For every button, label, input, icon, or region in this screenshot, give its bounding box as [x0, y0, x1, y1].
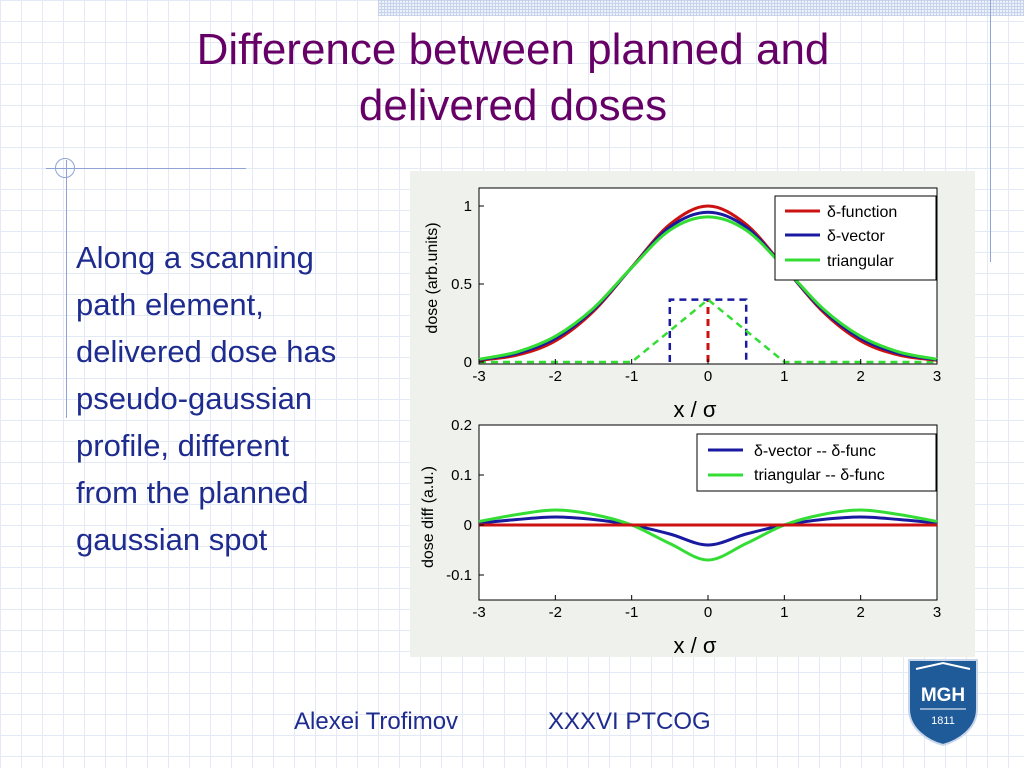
bottom-xtick-label: 3	[933, 604, 941, 621]
decorative-vertical-line	[66, 160, 67, 418]
bottom-xtick-label: 2	[856, 604, 864, 621]
legend-label-triangular-diff: triangular -- δ-func	[754, 467, 885, 484]
top-ylabel: dose (arb.units)	[424, 222, 441, 333]
bottom-legend: δ-vector -- δ-func triangular -- δ-func	[696, 433, 937, 492]
bullet-line: pseudo-gaussian	[76, 381, 313, 416]
bottom-xlabel: x / σ	[674, 633, 717, 657]
legend-label-delta-vector-diff: δ-vector -- δ-func	[754, 443, 876, 460]
top-legend: δ-function δ-vector triangular	[774, 195, 937, 281]
legend-label-delta-vector: δ-vector	[827, 228, 885, 245]
slide-title: Difference between planned and delivered…	[100, 22, 926, 134]
bottom-xtick-label: 0	[704, 604, 712, 621]
bullet-line: path element,	[76, 287, 264, 322]
bottom-xtick-label: -3	[472, 604, 485, 621]
top-xtick-label: 0	[704, 368, 712, 385]
top-series-function	[478, 204, 938, 362]
top-chart: -3 -2 -1 0 1 2 3 0 0.5 1 x / σ dose (arb.units) δ…	[424, 187, 941, 422]
top-xtick-label: 2	[856, 368, 864, 385]
top-decorative-band	[378, 0, 1024, 16]
bottom-chart: -3 -2 -1 0 1 2 3 -0.1 0 0.1 0.2 x / σ dose diff (a…	[420, 417, 941, 658]
bottom-legend-box	[696, 433, 937, 492]
decorative-horizontal-line	[46, 168, 246, 169]
bottom-series-vector-func	[478, 515, 938, 547]
bullet-text: Along a scanning path element, delivered…	[76, 234, 416, 563]
bottom-ytick-label: 0	[464, 517, 472, 534]
title-line-1: Difference between planned and	[196, 25, 830, 74]
top-ytick-label: 0.5	[451, 276, 472, 293]
top-series-vector	[478, 210, 938, 362]
bullet-line: gaussian spot	[76, 522, 268, 557]
bullet-line: profile, different	[76, 428, 290, 463]
top-xtick-label: -3	[472, 368, 485, 385]
bottom-ytick-label: 0.2	[451, 417, 472, 434]
top-xtick-label: -2	[549, 368, 562, 385]
top-ytick-label: 1	[464, 198, 472, 215]
legend-label-triangular: triangular	[827, 253, 894, 270]
bottom-series-triangular-func	[478, 508, 938, 562]
mgh-logo-icon: MGH 1811	[908, 659, 978, 747]
bullet-line: delivered dose has	[76, 334, 337, 369]
logo-year: 1811	[931, 715, 955, 727]
bottom-xtick-label: -2	[549, 604, 562, 621]
legend-label-delta-function: δ-function	[827, 204, 897, 221]
top-xlabel: x / σ	[674, 397, 717, 422]
right-decorative-line	[990, 0, 991, 262]
logo-text: MGH	[921, 685, 965, 706]
decorative-circle	[55, 158, 75, 178]
top-series-triangular	[478, 215, 938, 361]
bullet-line: Along a scanning	[76, 240, 314, 275]
charts-svg: -3 -2 -1 0 1 2 3 0 0.5 1 x / σ dose (arb.units) δ…	[420, 187, 941, 658]
figure-panel: -3 -2 -1 0 1 2 3 0 0.5 1 x / σ dose (arb.units) δ…	[410, 171, 975, 658]
profile-triangle	[479, 297, 937, 364]
bottom-chart-marks	[478, 508, 938, 562]
top-chart-ticks: -3 -2 -1 0 1 2 3 0 0.5 1	[451, 198, 941, 385]
top-xtick-label: -1	[625, 368, 638, 385]
bottom-chart-ticks: -3 -2 -1 0 1 2 3 -0.1 0 0.1 0.2	[446, 417, 941, 621]
bottom-xtick-label: -1	[625, 604, 638, 621]
top-chart-marks	[478, 204, 938, 364]
bottom-ytick-label: -0.1	[446, 567, 472, 584]
bottom-xtick-label: 1	[780, 604, 788, 621]
bottom-ylabel: dose diff (a.u.)	[420, 466, 437, 568]
top-xtick-label: 1	[780, 368, 788, 385]
footer-conference: XXXVI PTCOG	[548, 708, 711, 735]
footer-author: Alexei Trofimov	[294, 708, 459, 735]
bullet-line: from the planned	[76, 475, 309, 510]
title-line-2: delivered doses	[358, 81, 668, 130]
top-ytick-label: 0	[464, 354, 472, 371]
bottom-ytick-label: 0.1	[451, 467, 472, 484]
top-xtick-label: 3	[933, 368, 941, 385]
